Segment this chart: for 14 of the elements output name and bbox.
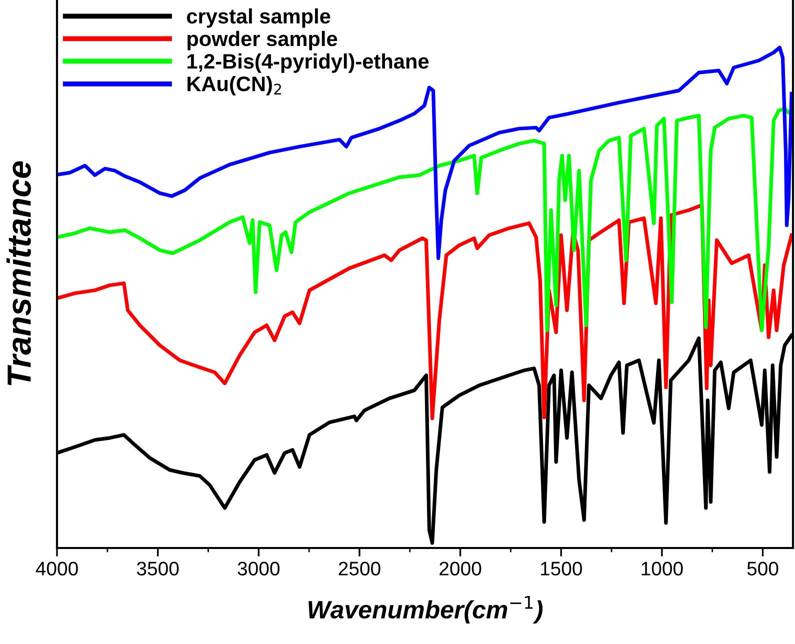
x-tick-label: 3000 (238, 562, 280, 576)
legend-label: crystal sample (186, 8, 330, 28)
legend-label: KAu(CN)$_{2}$ (188, 76, 281, 96)
legend-label: 1,2-Bis(4-pyridyl)-ethane (187, 53, 429, 73)
x-tick-label: 1500 (540, 562, 582, 576)
y-axis-title: Transmittance (6, 161, 31, 386)
x-tick-label: 1000 (642, 562, 683, 576)
x-tick-label: 3500 (136, 562, 179, 576)
x-tick-label: 4000 (36, 562, 78, 576)
x-tick-label: 2500 (338, 562, 380, 576)
legend-label: powder sample (188, 30, 338, 50)
x-axis-title: Wavenumber(cm$^{−1}$) (308, 596, 543, 624)
x-tick-label: 2000 (440, 562, 482, 576)
x-tick-label: 500 (747, 562, 778, 576)
